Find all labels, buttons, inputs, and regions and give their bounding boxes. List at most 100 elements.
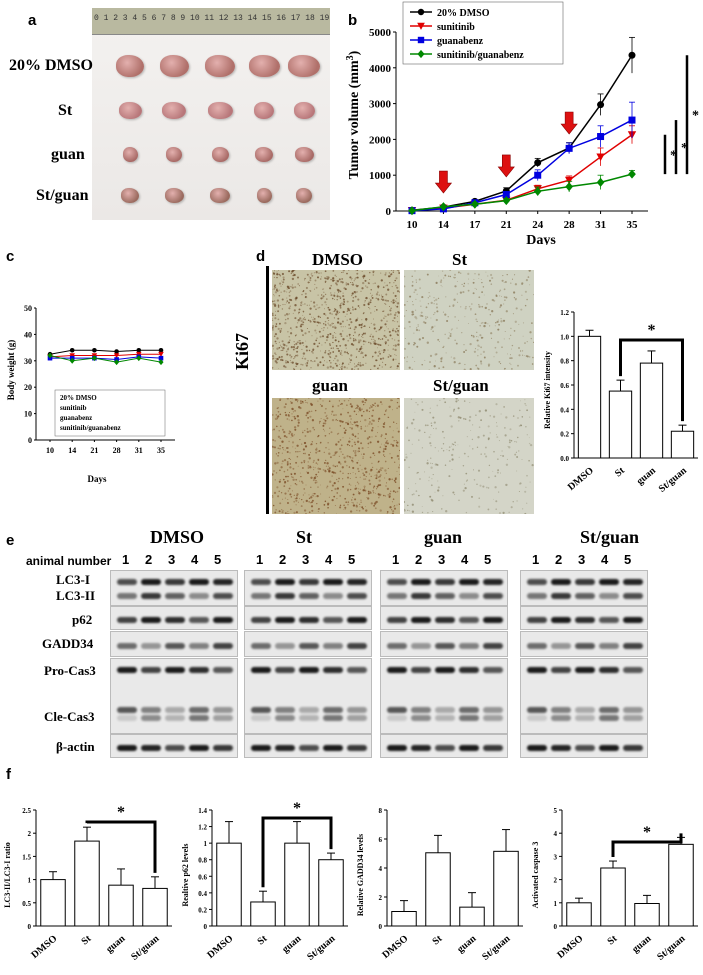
- protein-band: [599, 667, 619, 673]
- stained-nucleus: [493, 450, 495, 453]
- stained-nucleus: [396, 423, 398, 425]
- stained-nucleus: [370, 475, 372, 478]
- stained-nucleus: [344, 460, 347, 463]
- stained-nucleus: [519, 409, 521, 412]
- stained-nucleus: [368, 482, 372, 486]
- stained-nucleus: [515, 307, 518, 310]
- stained-nucleus: [377, 484, 380, 487]
- protein-band: [459, 593, 479, 599]
- stained-nucleus: [491, 276, 494, 280]
- protein-band: [189, 667, 209, 673]
- stained-nucleus: [406, 356, 409, 358]
- stained-nucleus: [299, 451, 301, 453]
- stained-nucleus: [289, 290, 292, 292]
- stained-nucleus: [405, 456, 408, 459]
- y-tick-label: 0.6: [198, 873, 207, 881]
- stained-nucleus: [369, 308, 371, 310]
- protein-band: [599, 707, 619, 713]
- category-label: St/guan: [129, 933, 162, 963]
- stained-nucleus: [322, 424, 324, 426]
- stained-nucleus: [308, 398, 310, 400]
- stained-nucleus: [421, 364, 423, 366]
- stained-nucleus: [332, 311, 334, 312]
- stained-nucleus: [426, 341, 429, 344]
- stained-nucleus: [363, 487, 366, 489]
- stained-nucleus: [304, 452, 306, 455]
- stained-nucleus: [350, 279, 352, 281]
- lane-number: 3: [168, 552, 176, 567]
- stained-nucleus: [311, 316, 313, 318]
- stained-nucleus: [352, 472, 354, 473]
- stained-nucleus: [321, 294, 323, 296]
- stained-nucleus: [356, 272, 359, 275]
- stained-nucleus: [365, 409, 369, 412]
- stained-nucleus: [359, 339, 362, 342]
- stained-nucleus: [474, 287, 476, 289]
- stained-nucleus: [306, 471, 308, 473]
- stained-nucleus: [343, 508, 345, 510]
- stained-nucleus: [276, 486, 279, 489]
- stained-nucleus: [302, 290, 305, 292]
- stained-nucleus: [285, 475, 287, 478]
- stained-nucleus: [295, 326, 298, 329]
- stained-nucleus: [288, 294, 291, 297]
- stained-nucleus: [490, 337, 493, 339]
- bar-st-guan: [318, 859, 344, 927]
- stained-nucleus: [324, 324, 327, 326]
- stained-nucleus: [336, 433, 339, 435]
- series-line-3: [411, 173, 633, 212]
- stained-nucleus: [487, 275, 489, 277]
- stained-nucleus: [486, 303, 488, 305]
- stained-nucleus: [427, 297, 429, 299]
- stained-nucleus: [449, 414, 452, 418]
- stained-nucleus: [312, 426, 315, 429]
- stained-nucleus: [362, 356, 364, 358]
- stained-nucleus: [309, 307, 312, 310]
- stained-nucleus: [363, 325, 366, 327]
- stained-nucleus: [516, 456, 519, 458]
- stained-nucleus: [317, 315, 320, 318]
- stained-nucleus: [309, 411, 311, 413]
- stained-nucleus: [373, 338, 375, 340]
- data-point: [596, 177, 605, 187]
- stained-nucleus: [380, 298, 382, 300]
- legend-box: [54, 389, 166, 437]
- stained-nucleus: [347, 503, 349, 506]
- stained-nucleus: [329, 343, 331, 345]
- stained-nucleus: [365, 506, 367, 508]
- stained-nucleus: [488, 476, 490, 479]
- stained-nucleus: [430, 434, 432, 436]
- category-label: St/guan: [305, 933, 338, 963]
- series-line-3: [49, 355, 162, 363]
- stained-nucleus: [295, 504, 297, 506]
- stained-nucleus: [356, 461, 359, 464]
- stained-nucleus: [348, 363, 350, 365]
- stained-nucleus: [297, 346, 299, 348]
- stained-nucleus: [425, 317, 427, 320]
- stained-nucleus: [480, 336, 483, 339]
- tumor-specimen: [288, 55, 320, 77]
- stained-nucleus: [430, 484, 433, 487]
- protein-band: [141, 643, 161, 649]
- protein-band: [165, 617, 185, 623]
- stained-nucleus: [272, 329, 274, 331]
- stained-nucleus: [379, 474, 382, 477]
- stained-nucleus: [314, 481, 317, 484]
- stained-nucleus: [356, 406, 358, 409]
- stained-nucleus: [332, 270, 334, 272]
- blot-p62: [110, 606, 238, 630]
- protein-band: [623, 715, 643, 721]
- protein-band: [347, 617, 367, 623]
- stained-nucleus: [288, 457, 290, 460]
- stained-nucleus: [360, 351, 362, 353]
- stained-nucleus: [338, 455, 341, 458]
- stained-nucleus: [334, 504, 336, 507]
- stained-nucleus: [310, 300, 312, 302]
- stained-nucleus: [274, 270, 276, 272]
- stained-nucleus: [295, 478, 298, 481]
- y-tick-label: 0.8: [560, 358, 569, 366]
- stained-nucleus: [295, 334, 297, 336]
- stained-nucleus: [289, 466, 292, 469]
- stained-nucleus: [312, 348, 315, 351]
- stained-nucleus: [489, 432, 491, 434]
